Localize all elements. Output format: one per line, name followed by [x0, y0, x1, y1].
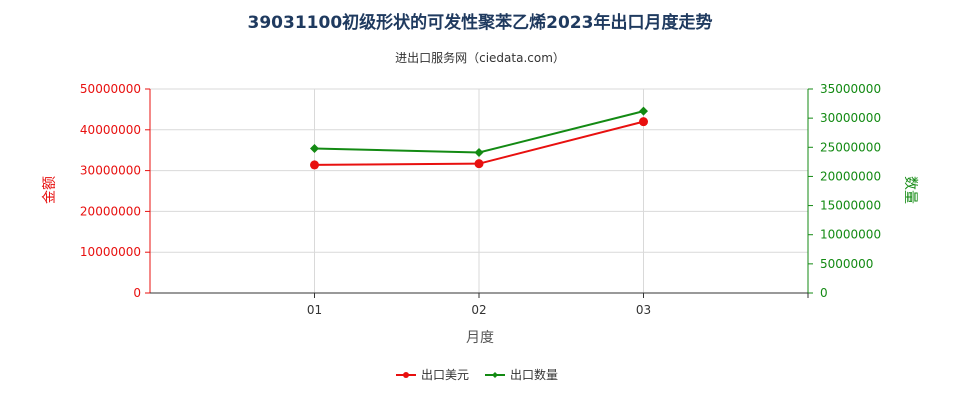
- right-axis-ticks: 0 5000000 10000000 15000000 20000000 25000000…: [808, 82, 881, 300]
- legend-label: 出口美元: [421, 368, 469, 382]
- right-tick-label: 25000000: [820, 140, 881, 154]
- x-tick-label: 03: [636, 303, 651, 317]
- right-tick-label: 10000000: [820, 228, 881, 242]
- left-tick-label: 30000000: [80, 164, 141, 178]
- data-point: [310, 143, 319, 153]
- data-point: [310, 160, 319, 170]
- legend-marker: [403, 372, 409, 378]
- chart-title: 39031100初级形状的可发性聚苯乙烯2023年出口月度走势: [248, 12, 713, 33]
- right-tick-label: 15000000: [820, 199, 881, 213]
- data-point: [474, 159, 484, 169]
- x-axis-ticks: 01 02 03: [307, 293, 809, 317]
- series-layer: [310, 106, 648, 170]
- left-tick-label: 40000000: [80, 123, 141, 137]
- left-tick-label: 50000000: [80, 82, 141, 96]
- grid-lines: [150, 88, 808, 293]
- data-point: [474, 148, 484, 158]
- right-tick-label: 35000000: [820, 82, 881, 96]
- left-tick-label: 10000000: [80, 245, 141, 259]
- x-tick-label: 02: [471, 303, 486, 317]
- right-tick-label: 5000000: [820, 257, 873, 271]
- legend-marker: [492, 372, 498, 378]
- chart-subtitle: 进出口服务网（ciedata.com）: [395, 50, 565, 65]
- left-tick-label: 20000000: [80, 204, 141, 218]
- legend-label: 出口数量: [510, 367, 558, 382]
- right-tick-label: 20000000: [820, 169, 881, 183]
- legend: 出口美元 出口数量: [396, 367, 558, 382]
- y-axis-left-title: 金额: [42, 176, 58, 204]
- right-tick-label: 30000000: [820, 111, 881, 125]
- left-tick-label: 0: [133, 286, 141, 300]
- data-point: [639, 117, 648, 127]
- data-point: [639, 106, 648, 116]
- right-tick-label: 0: [820, 286, 828, 300]
- left-axis-ticks: 0 10000000 20000000 30000000 40000000 5000000…: [80, 82, 150, 300]
- x-axis-title: 月度: [466, 330, 494, 346]
- x-tick-label: 01: [307, 303, 322, 317]
- y-axis-right-title: 数量: [902, 176, 918, 204]
